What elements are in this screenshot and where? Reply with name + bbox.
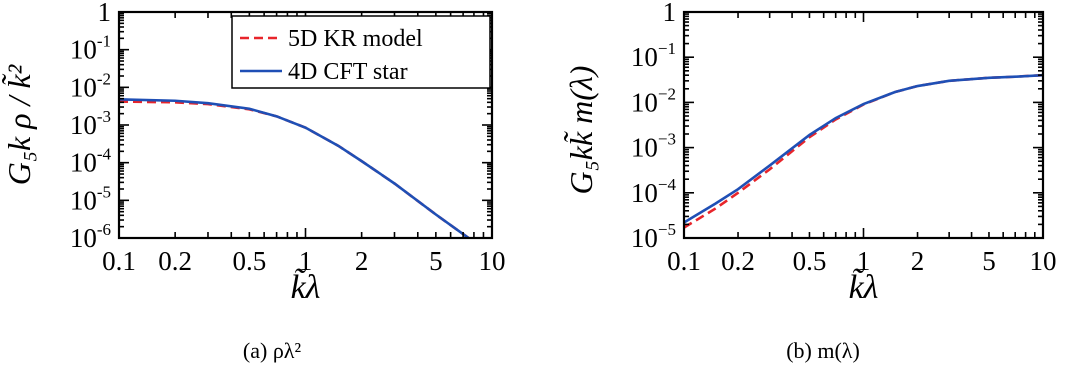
y-tick-label: 10−2 [631, 84, 676, 117]
x-tick-label: 10 [479, 246, 506, 276]
y-tick-label: 10-1 [70, 32, 111, 65]
y-axis-label: G₅k ρ / k̃² [1, 63, 37, 185]
y-tick-label: 10-4 [70, 145, 112, 178]
x-tick-label: 1 [299, 246, 313, 276]
x-axis-label: k̃λ [291, 267, 321, 306]
y-tick-label: 10−4 [631, 175, 677, 208]
legend-box [231, 15, 491, 89]
y-tick-label: 1 [663, 0, 677, 27]
y-axis-label: G₅kk̃ m(λ) [563, 66, 599, 195]
x-tick-label: 0.2 [158, 246, 192, 276]
x-tick-label: 10 [1030, 246, 1057, 276]
x-tick-label: 0.1 [102, 246, 136, 276]
figure-caption: (b) m(λ) [786, 338, 860, 363]
x-tick-label: 1 [857, 246, 871, 276]
y-tick-label: 10-5 [70, 182, 111, 215]
chart-panel-b: 0.1 0.2 0.5 1 2 5 1010−510−410−310−210−11k̃λG₅… [563, 0, 1057, 363]
x-tick-label: 5 [982, 246, 996, 276]
y-tick-label: 1 [98, 0, 112, 27]
x-tick-label: 0.1 [667, 246, 701, 276]
y-tick-label: 10-6 [70, 220, 111, 253]
series-line-cft-star [119, 98, 471, 238]
plot-frame [682, 10, 1045, 240]
y-tick-label: 10-3 [70, 107, 111, 140]
x-tick-label: 2 [355, 246, 369, 276]
x-tick-label: 2 [911, 246, 925, 276]
y-tick-label: 10−5 [631, 220, 676, 253]
x-tick-label: 0.5 [793, 246, 827, 276]
chart-panel-a: 0.1 0.2 0.5 1 2 5 1010-610-510-410-310-210-11k… [1, 0, 506, 363]
y-tick-label: 10−1 [631, 39, 676, 72]
series-line-cft-star [684, 73, 1043, 224]
figure-caption: (a) ρλ² [243, 338, 302, 363]
series-line-kr-model [119, 100, 471, 238]
x-tick-label: 0.5 [232, 246, 266, 276]
x-tick-label: 0.2 [721, 246, 755, 276]
legend: 5D KR model 4D CFT star [231, 15, 491, 89]
y-tick-label: 10−3 [631, 130, 676, 163]
series-line-kr-model [684, 73, 1043, 229]
legend-label: 5D KR model [288, 26, 423, 52]
legend-label: 4D CFT star [288, 59, 408, 85]
x-tick-label: 5 [429, 246, 443, 276]
x-axis-label: k̃λ [849, 267, 879, 306]
y-tick-label: 10-2 [70, 69, 111, 102]
